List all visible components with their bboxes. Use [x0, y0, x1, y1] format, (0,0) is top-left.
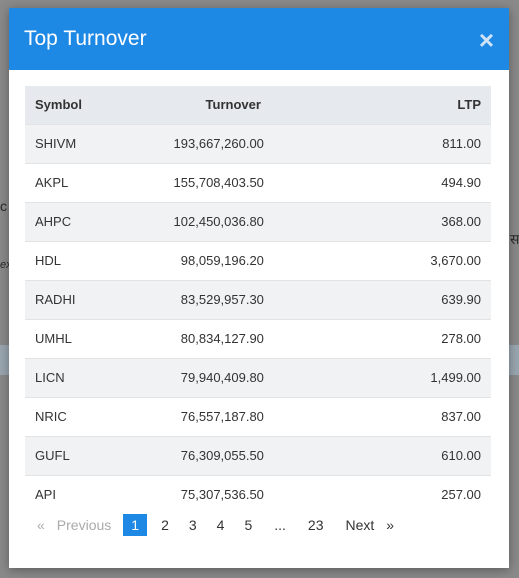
cell-symbol: LICN — [25, 357, 108, 397]
first-page-arrow-icon[interactable]: « — [37, 517, 45, 533]
cell-symbol: GUFL — [25, 435, 108, 475]
cell-turnover: 76,557,187.80 — [107, 396, 404, 436]
cell-ltp: 3,670.00 — [403, 240, 491, 280]
cell-turnover: 76,309,055.50 — [107, 435, 404, 475]
cell-ltp: 278.00 — [403, 318, 491, 358]
column-header-ltp[interactable]: LTP — [457, 97, 481, 113]
cell-turnover: 102,450,036.80 — [107, 201, 404, 241]
cell-turnover: 80,834,127.90 — [107, 318, 404, 358]
cell-ltp: 837.00 — [403, 396, 491, 436]
page-23-button[interactable]: 23 — [307, 517, 324, 533]
background-text: c — [0, 198, 7, 214]
cell-turnover: 193,667,260.00 — [107, 123, 404, 163]
cell-turnover: 83,529,957.30 — [107, 279, 404, 319]
table-row[interactable]: LICN 79,940,409.80 1,499.00 — [25, 357, 491, 397]
previous-page-button[interactable]: Previous — [56, 517, 112, 533]
table-row[interactable]: RADHI 83,529,957.30 639.90 — [25, 279, 491, 319]
cell-turnover: 75,307,536.50 — [107, 474, 404, 514]
table-row[interactable]: HDL 98,059,196.20 3,670.00 — [25, 240, 491, 280]
cell-ltp: 368.00 — [403, 201, 491, 241]
table-row[interactable]: GUFL 76,309,055.50 610.00 — [25, 435, 491, 475]
cell-symbol: UMHL — [25, 318, 108, 358]
cell-ltp: 639.90 — [403, 279, 491, 319]
cell-ltp: 610.00 — [403, 435, 491, 475]
cell-turnover: 79,940,409.80 — [107, 357, 404, 397]
turnover-table-container: Symbol Turnover LTP SHIVM 193,667,260.00… — [25, 86, 491, 514]
cell-turnover: 155,708,403.50 — [107, 162, 404, 202]
cell-symbol: AHPC — [25, 201, 108, 241]
cell-symbol: RADHI — [25, 279, 108, 319]
cell-ltp: 1,499.00 — [403, 357, 491, 397]
table-row[interactable]: AKPL 155,708,403.50 494.90 — [25, 162, 491, 202]
cell-symbol: API — [25, 474, 108, 514]
table-row[interactable]: NRIC 76,557,187.80 837.00 — [25, 396, 491, 436]
table-row[interactable]: API 75,307,536.50 257.00 — [25, 474, 491, 514]
table-header-row: Symbol Turnover LTP — [25, 86, 491, 124]
cell-symbol: NRIC — [25, 396, 108, 436]
column-header-symbol[interactable]: Symbol — [35, 97, 82, 113]
cell-ltp: 257.00 — [403, 474, 491, 514]
last-page-arrow-icon[interactable]: » — [386, 517, 395, 533]
table-row[interactable]: SHIVM 193,667,260.00 811.00 — [25, 123, 491, 163]
background-strip — [0, 345, 9, 375]
page-5-button[interactable]: 5 — [244, 517, 253, 533]
cell-ltp: 811.00 — [403, 123, 491, 163]
cell-symbol: HDL — [25, 240, 108, 280]
table-row[interactable]: UMHL 80,834,127.90 278.00 — [25, 318, 491, 358]
background-text: स — [510, 231, 519, 247]
next-page-button[interactable]: Next — [345, 517, 375, 533]
background-strip — [509, 345, 519, 375]
top-turnover-modal: Top Turnover × Symbol Turnover LTP SHIVM… — [9, 8, 509, 568]
pagination: « Previous 1 2 3 4 5 ... 23 Next » — [33, 514, 398, 536]
pagination-ellipsis: ... — [274, 517, 286, 533]
page-3-button[interactable]: 3 — [188, 517, 197, 533]
cell-ltp: 494.90 — [403, 162, 491, 202]
cell-turnover: 98,059,196.20 — [107, 240, 404, 280]
close-icon[interactable]: × — [478, 25, 494, 55]
modal-title: Top Turnover — [24, 27, 147, 50]
page-1-button[interactable]: 1 — [123, 514, 148, 536]
page-4-button[interactable]: 4 — [216, 517, 225, 533]
cell-symbol: AKPL — [25, 162, 108, 202]
table-row[interactable]: AHPC 102,450,036.80 368.00 — [25, 201, 491, 241]
cell-symbol: SHIVM — [25, 123, 108, 163]
turnover-table: Symbol Turnover LTP SHIVM 193,667,260.00… — [25, 86, 491, 514]
page-2-button[interactable]: 2 — [161, 517, 169, 533]
column-header-turnover[interactable]: Turnover — [205, 97, 261, 113]
modal-header: Top Turnover × — [9, 8, 509, 70]
